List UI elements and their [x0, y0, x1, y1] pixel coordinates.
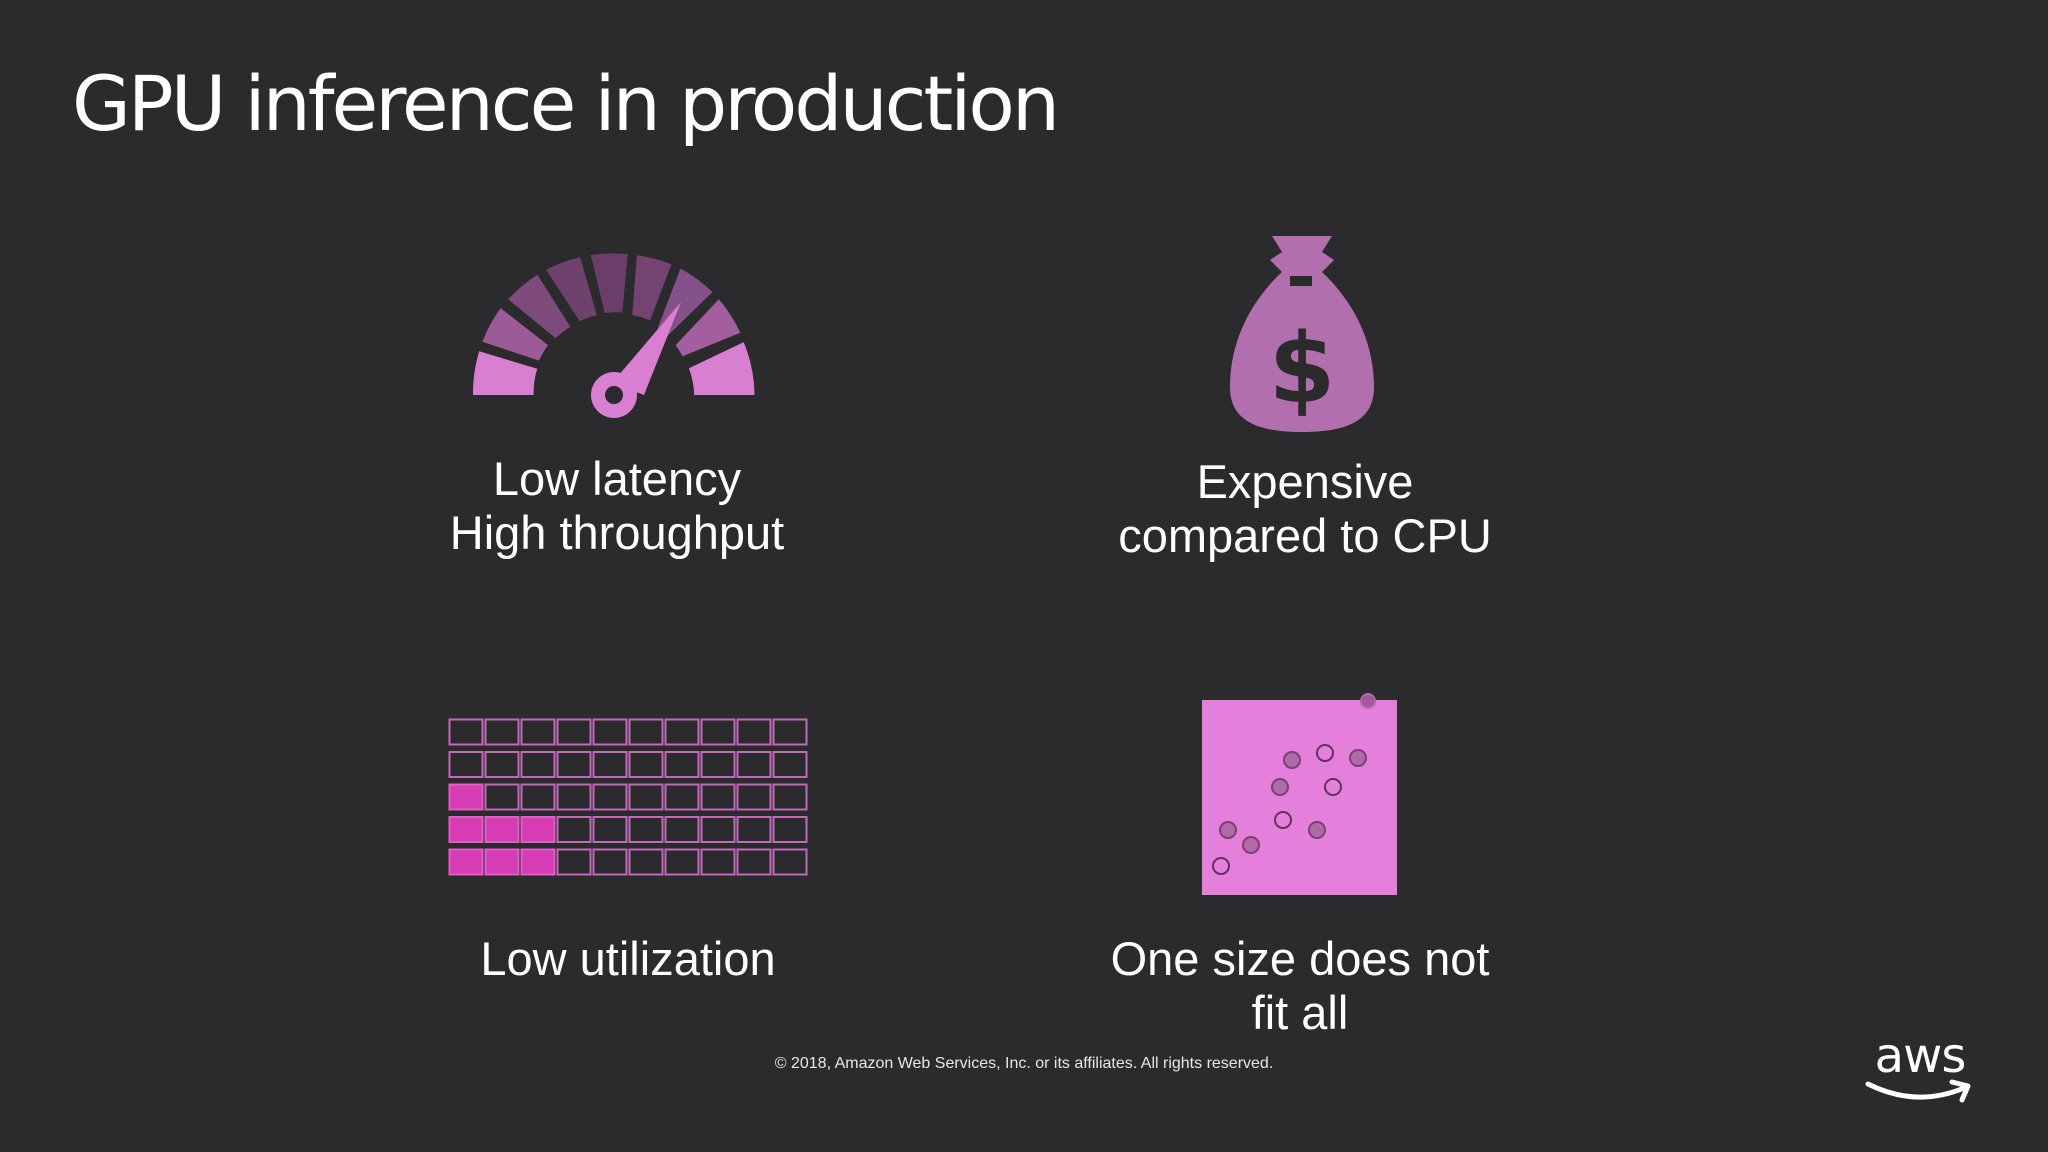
- grid-cell-filled: [484, 848, 520, 876]
- grid-cell-filled: [448, 783, 484, 811]
- slide-title: GPU inference in production: [72, 59, 1060, 148]
- caption-fit: One size does not fit all: [1070, 932, 1530, 1040]
- grid-cell-empty: [772, 848, 808, 876]
- grid-cell-empty: [628, 848, 664, 876]
- grid-cell-empty: [628, 783, 664, 811]
- grid-cell-empty: [556, 783, 592, 811]
- grid-cell-empty: [484, 751, 520, 778]
- grid-cell-filled: [448, 848, 484, 876]
- grid-cell-empty: [664, 783, 700, 811]
- grid-cell-empty: [448, 751, 484, 778]
- grid-cell-filled: [448, 816, 484, 843]
- caption-cost-line-1: Expensive: [1196, 455, 1414, 508]
- grid-cell-empty: [592, 816, 628, 843]
- grid-cell-empty: [448, 718, 484, 746]
- grid-cell-empty: [592, 718, 628, 746]
- grid-cell-empty: [700, 848, 736, 876]
- caption-cost-line-2: compared to CPU: [1118, 509, 1492, 562]
- speedometer-needle: [591, 302, 681, 418]
- grid-cell-empty: [484, 718, 520, 746]
- dollar-sign: $: [1269, 313, 1336, 425]
- grid-cell-empty: [484, 783, 520, 811]
- caption-latency-line-1: Low latency: [492, 452, 742, 505]
- speedometer-icon: [472, 253, 755, 418]
- grid-cell-empty: [520, 718, 556, 746]
- money-bag-icon: $: [1230, 236, 1374, 432]
- grid-cell-empty: [772, 783, 808, 811]
- caption-fit-line-1: One size does not: [1110, 932, 1490, 985]
- grid-cell-empty: [700, 751, 736, 778]
- grid-cell-empty: [592, 751, 628, 778]
- grid-cell-empty: [664, 751, 700, 778]
- grid-cell-empty: [556, 848, 592, 876]
- grid-cell-empty: [736, 751, 772, 778]
- grid-cell-empty: [664, 848, 700, 876]
- grid-cell-empty: [772, 718, 808, 746]
- grid-cell-empty: [700, 816, 736, 843]
- grid-cell-empty: [736, 816, 772, 843]
- grid-cell-empty: [700, 718, 736, 746]
- aws-smile-icon: [1865, 1079, 1971, 1103]
- caption-fit-line-2: fit all: [1251, 986, 1349, 1039]
- caption-latency: Low latency High throughput: [417, 452, 817, 560]
- grid-cell-empty: [736, 848, 772, 876]
- speedometer-segments: [472, 253, 755, 395]
- grid-cell-empty: [664, 816, 700, 843]
- grid-cell-filled: [484, 816, 520, 843]
- grid-cell-empty: [628, 816, 664, 843]
- grid-cell-empty: [592, 783, 628, 811]
- caption-latency-line-2: High throughput: [449, 506, 785, 559]
- copyright-footer: © 2018, Amazon Web Services, Inc. or its…: [774, 1055, 1274, 1072]
- aws-logo: aws: [1860, 1030, 1980, 1114]
- grid-cell-empty: [628, 751, 664, 778]
- grid-cell-empty: [700, 783, 736, 811]
- aws-logo-text: aws: [1874, 1028, 1967, 1084]
- grid-cell-filled: [520, 848, 556, 876]
- grid-cell-empty: [664, 718, 700, 746]
- grid-cell-empty: [520, 783, 556, 811]
- grid-cell-empty: [556, 718, 592, 746]
- scatter-plot-icon: [1202, 693, 1397, 895]
- scatter-points: [1212, 693, 1376, 875]
- caption-utilization-line-1: Low utilization: [480, 932, 776, 985]
- grid-cell-empty: [556, 816, 592, 843]
- utilization-grid-icon: [448, 718, 808, 876]
- grid-cell-empty: [556, 751, 592, 778]
- grid-cell-empty: [520, 751, 556, 778]
- grid-cell-empty: [736, 718, 772, 746]
- caption-cost: Expensive compared to CPU: [1080, 455, 1530, 563]
- grid-cell-empty: [592, 848, 628, 876]
- grid-cell-empty: [772, 816, 808, 843]
- grid-cell-empty: [736, 783, 772, 811]
- caption-utilization: Low utilization: [428, 932, 828, 986]
- grid-cell-filled: [520, 816, 556, 843]
- grid-cell-empty: [628, 718, 664, 746]
- grid-cell-empty: [772, 751, 808, 778]
